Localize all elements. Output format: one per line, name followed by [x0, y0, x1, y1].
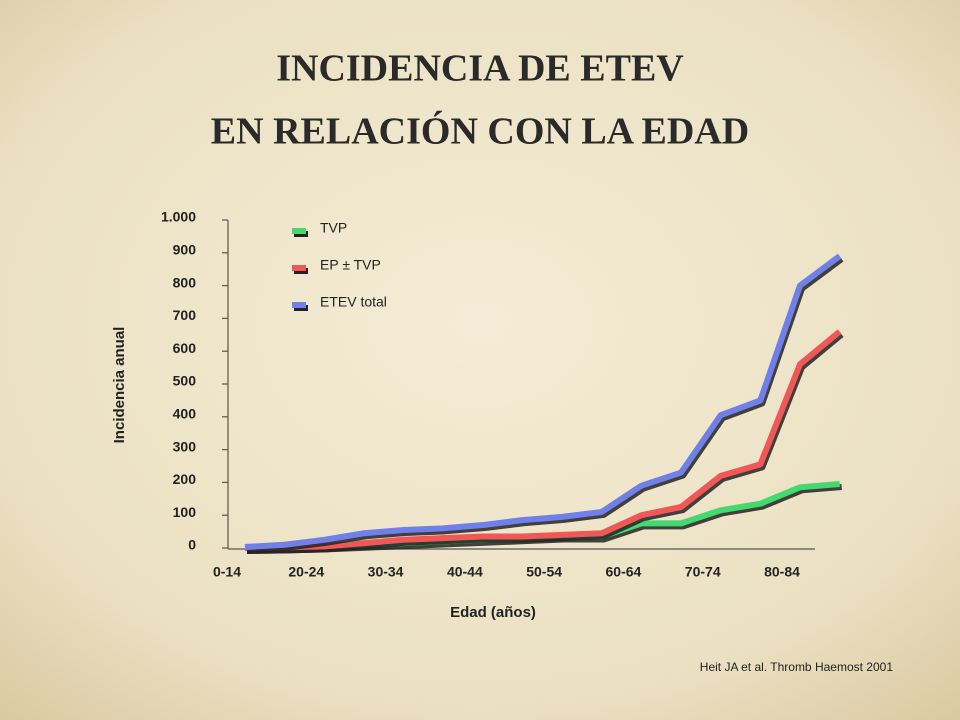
- x-tick-label: 20-24: [288, 564, 324, 580]
- source-note: Heit JA et al. Thromb Haemost 2001: [700, 660, 894, 674]
- x-tick-label: 0-14: [213, 564, 241, 580]
- subtitle: EN RELACIÓN CON LA EDAD: [211, 111, 749, 153]
- y-tick-label: 500: [173, 373, 197, 389]
- legend-label: TVP: [320, 220, 347, 236]
- y-tick-label: 800: [173, 274, 197, 290]
- x-tick-label: 50-54: [526, 564, 562, 580]
- y-tick-label: 200: [173, 471, 197, 487]
- series-line: [244, 253, 842, 551]
- series-line: [244, 329, 842, 551]
- legend-label: EP ± TVP: [320, 257, 381, 273]
- y-tick-label: 1.000: [161, 209, 196, 225]
- line-shadow: [246, 256, 844, 554]
- x-tick-label: 80-84: [764, 564, 800, 580]
- line-shadow: [246, 332, 844, 554]
- legend-label: ETEV total: [320, 294, 387, 310]
- y-tick-label: 300: [173, 438, 197, 454]
- x-tick-label: 40-44: [447, 564, 483, 580]
- title: INCIDENCIA DE ETEV: [276, 48, 684, 90]
- y-tick-label: 400: [173, 406, 197, 422]
- x-axis-title: Edad (años): [450, 604, 536, 621]
- x-tick-label: 70-74: [685, 564, 721, 580]
- y-axis-title: Incidencia anual: [111, 327, 128, 444]
- x-tick-label: 60-64: [606, 564, 642, 580]
- y-tick-label: 900: [173, 242, 197, 258]
- y-tick-label: 0: [188, 537, 196, 553]
- y-tick-label: 100: [173, 504, 197, 520]
- y-tick-label: 700: [173, 307, 197, 323]
- x-tick-label: 30-34: [368, 564, 404, 580]
- y-tick-label: 600: [173, 340, 197, 356]
